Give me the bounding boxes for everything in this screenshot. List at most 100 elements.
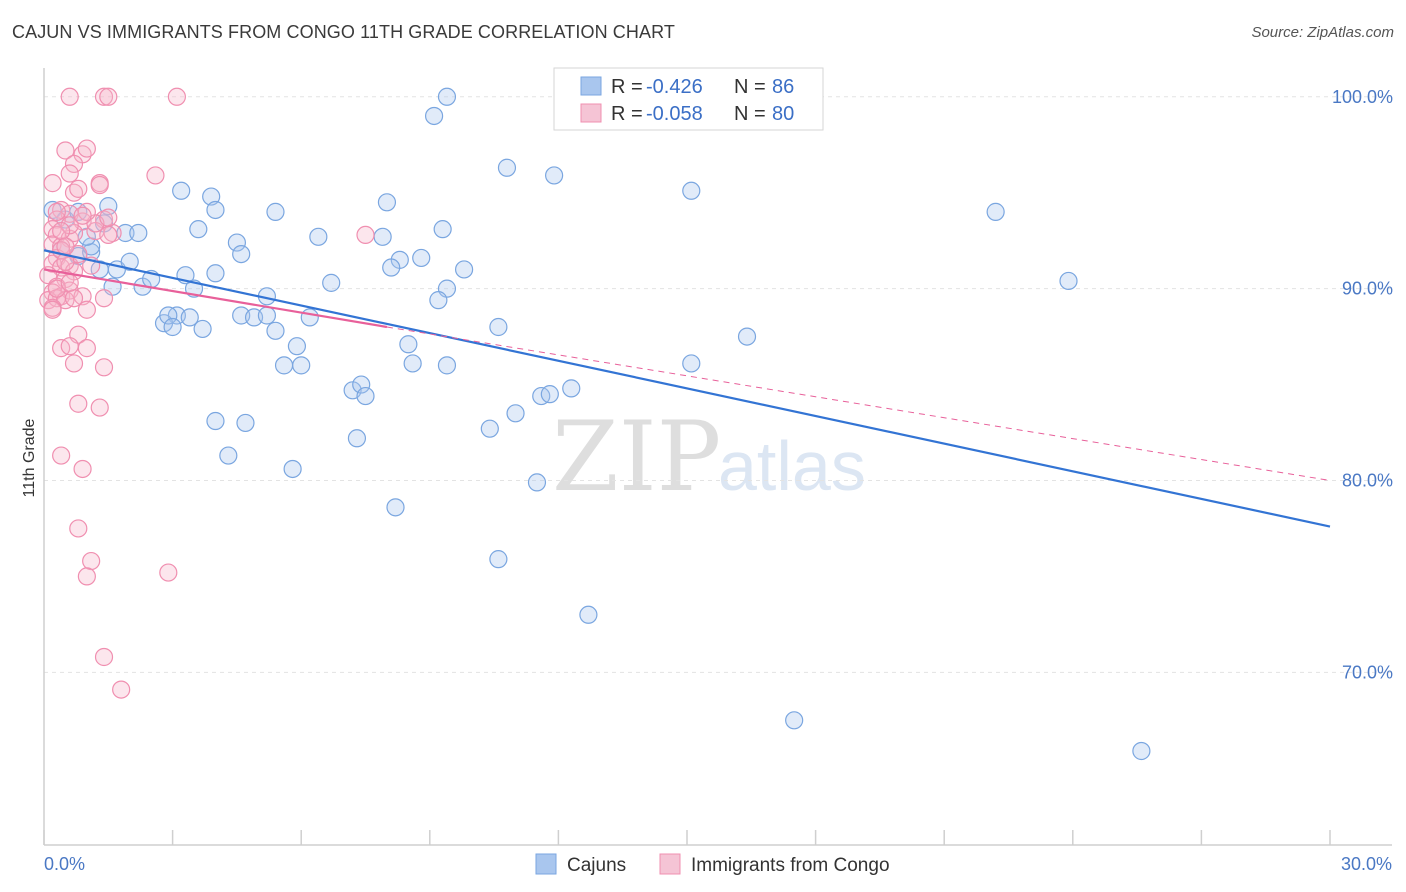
cajun-point bbox=[497, 158, 517, 177]
chart-title: CAJUN VS IMMIGRANTS FROM CONGO 11TH GRAD… bbox=[12, 22, 675, 42]
x-tick-label-min: 0.0% bbox=[44, 854, 85, 874]
congo-point bbox=[73, 459, 92, 479]
congo-point bbox=[94, 289, 114, 308]
cajun-point bbox=[257, 306, 277, 325]
congo-point bbox=[52, 221, 71, 241]
legend-label-congo: Immigrants from Congo bbox=[691, 855, 890, 876]
cajun-r-label: R = bbox=[611, 76, 643, 98]
cajun-legend-swatch bbox=[580, 76, 602, 96]
congo-trend-line-extension bbox=[386, 326, 1331, 481]
cajun-point bbox=[545, 166, 564, 185]
cajun-point bbox=[309, 227, 328, 246]
cajun-point bbox=[412, 248, 431, 268]
cajun-point bbox=[202, 187, 221, 206]
cajun-point bbox=[527, 473, 547, 492]
congo-point bbox=[77, 300, 96, 319]
congo-point bbox=[69, 519, 88, 538]
cajun-point bbox=[300, 308, 319, 327]
congo-point bbox=[60, 87, 79, 106]
congo-point bbox=[94, 358, 114, 377]
cajun-point bbox=[737, 327, 757, 346]
congo-point bbox=[77, 139, 96, 158]
congo-point bbox=[69, 394, 88, 413]
cajun-point bbox=[437, 356, 457, 375]
x-axis-ticks bbox=[43, 830, 1331, 845]
cajun-point bbox=[292, 356, 311, 375]
congo-point bbox=[56, 141, 75, 160]
cajun-point bbox=[283, 459, 302, 479]
y-axis-tick-labels: 70.0% 80.0% 90.0% 100.0% bbox=[1332, 87, 1393, 683]
legend-label-cajuns: Cajuns bbox=[567, 855, 626, 876]
congo-trend-line bbox=[43, 268, 388, 329]
congo-point bbox=[73, 206, 92, 225]
cajun-point bbox=[373, 227, 392, 246]
congo-point bbox=[94, 87, 114, 106]
cajun-point bbox=[322, 273, 341, 292]
congo-point bbox=[43, 174, 62, 193]
congo-point bbox=[69, 179, 88, 198]
congo-point bbox=[99, 87, 118, 106]
congo-point bbox=[64, 289, 84, 308]
cajun-point bbox=[206, 264, 225, 283]
cajun-point bbox=[193, 319, 212, 339]
cajun-point bbox=[172, 181, 191, 200]
cajun-point bbox=[489, 317, 508, 337]
cajun-point bbox=[352, 375, 371, 394]
cajun-point bbox=[682, 181, 701, 200]
cajun-point bbox=[454, 260, 474, 279]
y-tick-label: 90.0% bbox=[1342, 279, 1393, 299]
congo-point bbox=[77, 339, 96, 358]
congo-point bbox=[64, 354, 84, 373]
cajun-point bbox=[287, 337, 307, 356]
cajun-point bbox=[386, 498, 405, 517]
cajun-point bbox=[480, 419, 499, 438]
cajun-point bbox=[236, 413, 255, 433]
legend-swatch-cajuns bbox=[535, 853, 557, 875]
congo-point bbox=[94, 647, 114, 667]
congo-legend-swatch bbox=[580, 103, 602, 123]
congo-point bbox=[82, 551, 101, 571]
cajun-trend-line bbox=[43, 249, 1331, 528]
cajun-point bbox=[429, 291, 448, 310]
congo-point bbox=[60, 164, 79, 183]
congo-point bbox=[60, 337, 79, 356]
x-tick-label-max: 30.0% bbox=[1341, 854, 1392, 874]
series-legend: Cajuns Immigrants from Congo bbox=[535, 853, 890, 876]
cajun-point bbox=[219, 446, 238, 465]
watermark-zip: ZIP bbox=[552, 401, 721, 513]
congo-r-value: -0.058 bbox=[646, 103, 703, 125]
cajun-point bbox=[382, 258, 401, 277]
cajun-point bbox=[227, 233, 246, 252]
congo-n-label: N = bbox=[734, 103, 766, 125]
congo-point bbox=[52, 446, 71, 465]
cajun-point bbox=[274, 356, 294, 375]
watermark-atlas: atlas bbox=[718, 427, 866, 505]
congo-point bbox=[47, 202, 66, 221]
cajun-point bbox=[377, 193, 397, 212]
cajun-point bbox=[206, 411, 225, 431]
y-tick-label: 80.0% bbox=[1342, 470, 1393, 490]
congo-point bbox=[356, 225, 375, 245]
congo-point bbox=[112, 680, 131, 699]
x-axis-tick-labels: 0.0% 30.0% bbox=[44, 854, 1392, 874]
congo-point bbox=[90, 175, 109, 195]
congo-point bbox=[77, 567, 96, 586]
cajun-point bbox=[579, 605, 598, 624]
cajun-point bbox=[682, 354, 701, 373]
congo-point bbox=[90, 398, 109, 417]
cajun-point bbox=[424, 106, 444, 126]
watermark: ZIP atlas bbox=[552, 401, 866, 513]
gridlines bbox=[44, 96, 1392, 673]
cajun-point bbox=[266, 202, 285, 221]
cajun-point bbox=[506, 404, 525, 423]
cajun-point bbox=[180, 308, 199, 327]
trend-lines bbox=[43, 249, 1331, 528]
congo-point bbox=[56, 237, 75, 256]
cajun-point bbox=[399, 335, 418, 354]
cajun-point bbox=[1059, 271, 1078, 291]
congo-point bbox=[56, 252, 75, 271]
cajun-point bbox=[206, 200, 225, 220]
cajun-point bbox=[433, 220, 452, 239]
y-tick-label: 70.0% bbox=[1342, 662, 1393, 682]
